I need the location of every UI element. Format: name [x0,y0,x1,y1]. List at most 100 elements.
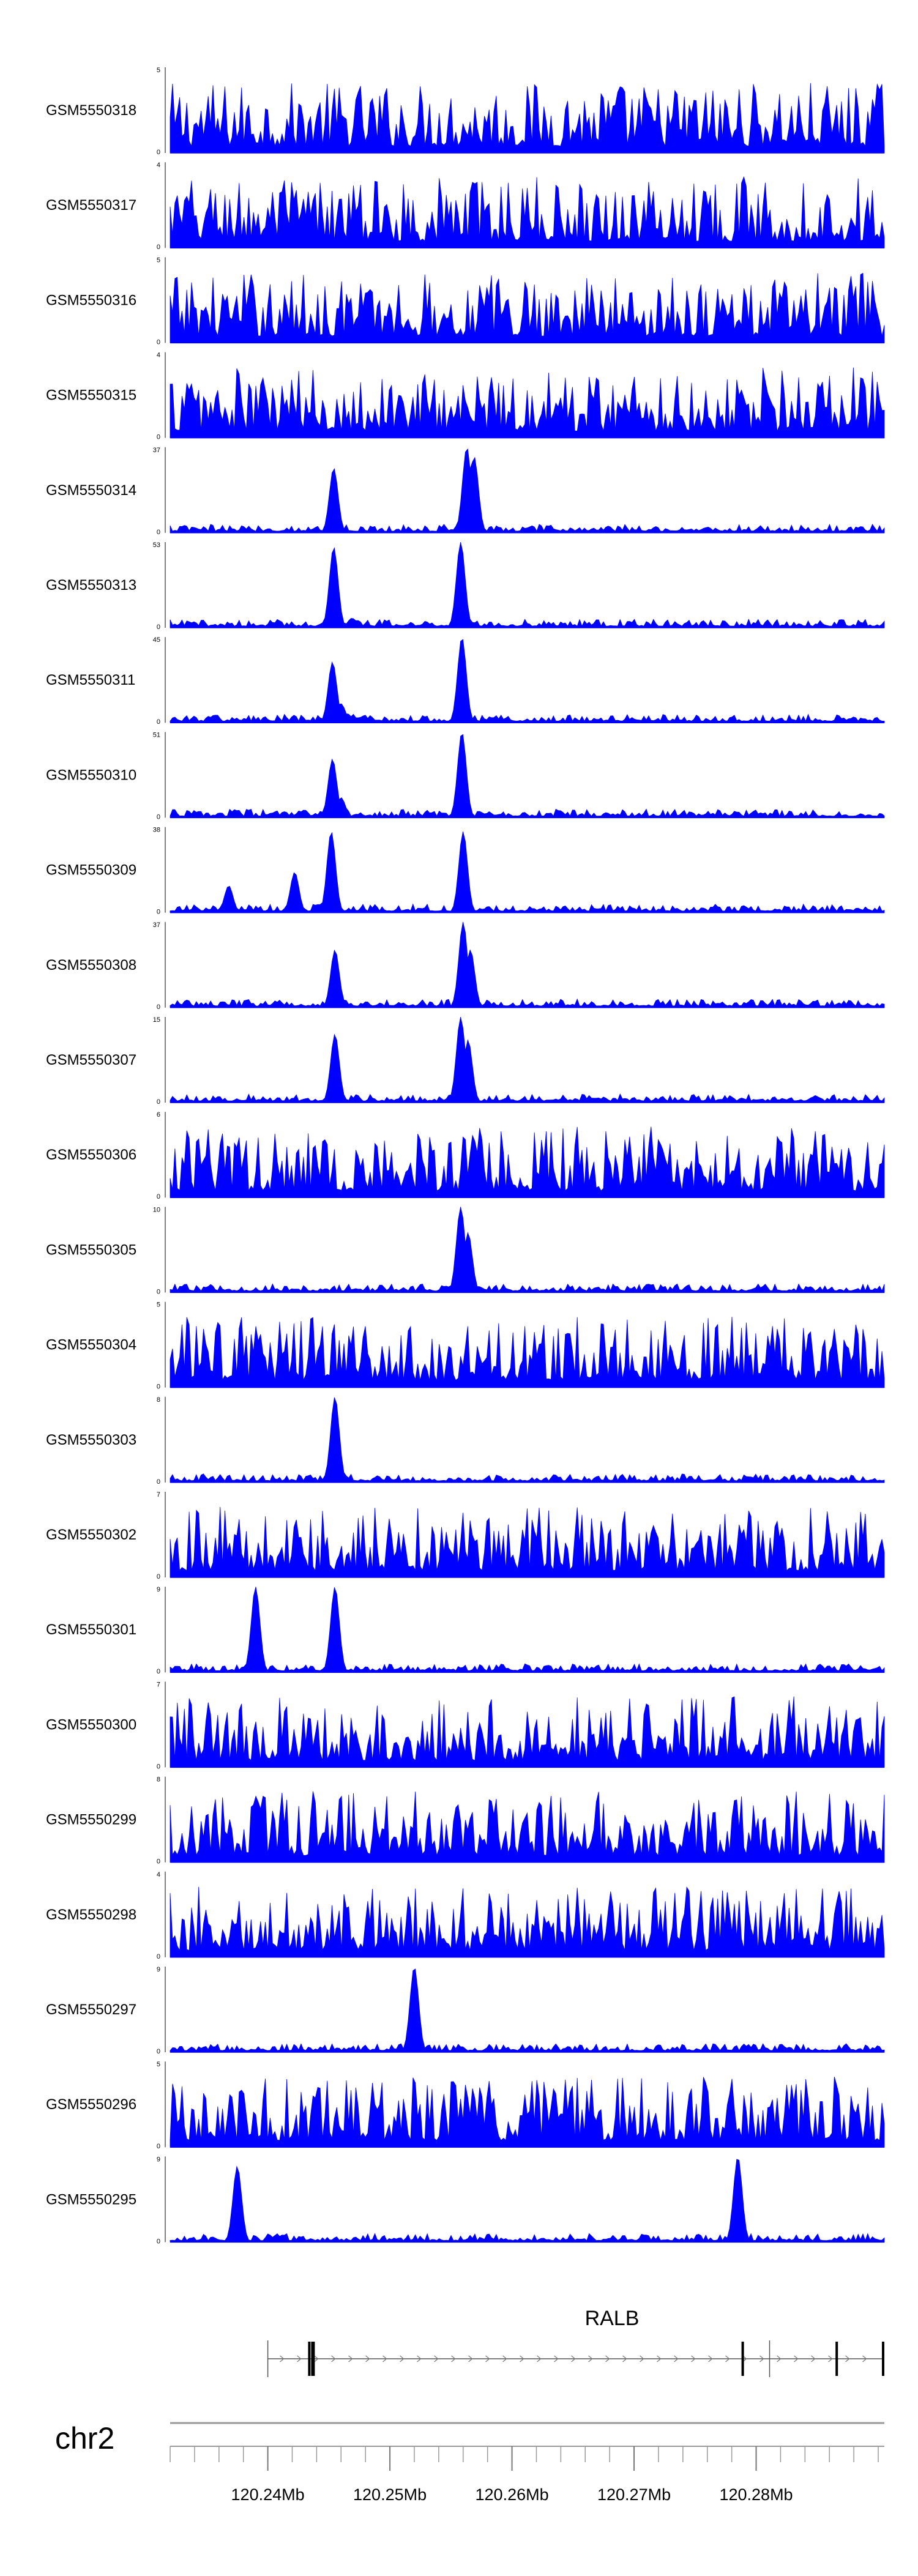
strand-arrow [331,2355,336,2362]
track: GSM5550313 53 0 [46,542,885,631]
track-ymax-label: 5 [157,2061,160,2068]
track-ymin-label: 0 [157,149,160,156]
track-ymin-label: 0 [157,1668,160,1675]
track-ymax-label: 37 [153,447,160,454]
strand-arrow [571,2355,576,2362]
track: GSM5550318 5 0 [46,67,885,156]
track: GSM5550315 4 0 [46,352,885,441]
track-ymax-label: 8 [157,1396,160,1404]
track-signal-area [170,1126,885,1198]
track-label: GSM5550306 [46,1147,136,1163]
track-signal-area [170,1317,885,1388]
strand-arrow [828,2355,833,2362]
track-signal-area [170,542,885,628]
track-ymax-label: 6 [157,1111,160,1119]
track-label: GSM5550302 [46,1527,136,1543]
strand-arrow [657,2355,662,2362]
track: GSM5550317 4 0 [46,162,885,251]
track-label: GSM5550307 [46,1052,136,1068]
track-ymax-label: 4 [157,1871,160,1878]
axis-tick-label: 120.28Mb [719,2485,793,2504]
track-label: GSM5550310 [46,767,136,783]
gene-exon [311,2342,315,2376]
strand-arrow [502,2355,507,2362]
strand-arrow [314,2355,319,2362]
track: GSM5550297 9 0 [46,1966,885,2055]
strand-arrow [640,2355,644,2362]
track-signal-area [170,1696,885,1768]
strand-arrow [400,2355,405,2362]
track-label: GSM5550315 [46,387,136,404]
track-label: GSM5550314 [46,482,136,499]
track-label: GSM5550308 [46,957,136,973]
track-ymax-label: 15 [153,1016,160,1024]
track-ymin-label: 0 [157,1478,160,1486]
strand-arrow [674,2355,679,2362]
track-ymax-label: 7 [157,1681,160,1688]
strand-arrow [794,2355,799,2362]
track-ymin-label: 0 [157,1288,160,1295]
track-ymax-label: 7 [157,1491,160,1498]
axis-tick-label: 120.27Mb [597,2485,671,2504]
track: GSM5550314 37 0 [46,447,885,536]
strand-arrow [485,2355,490,2362]
track-ymax-label: 37 [153,921,160,929]
track: GSM5550309 38 0 [46,827,885,916]
track-ymin-label: 0 [157,529,160,536]
track-ymin-label: 0 [157,338,160,346]
track-ymax-label: 53 [153,542,160,549]
gene-exon [882,2342,885,2376]
track-ymax-label: 4 [157,352,160,359]
gene-track: RALB [267,2307,885,2377]
track-ymin-label: 0 [157,2238,160,2245]
track-signal-area [170,1207,885,1293]
track-label: GSM5550295 [46,2191,136,2208]
track-ymax-label: 9 [157,1966,160,1973]
track-ymax-label: 5 [157,1301,160,1309]
strand-arrow [811,2355,816,2362]
track-label: GSM5550301 [46,1621,136,1638]
track-ymin-label: 0 [157,434,160,441]
track-ymax-label: 4 [157,162,160,169]
strand-arrow [708,2355,713,2362]
track: GSM5550299 8 0 [46,1776,885,1866]
track-signal-area [170,367,885,438]
track-label: GSM5550297 [46,2001,136,2018]
track-ymax-label: 8 [157,1776,160,1784]
track: GSM5550306 6 0 [46,1111,885,1201]
axis-tick-label: 120.26Mb [476,2485,549,2504]
strand-arrow [434,2355,439,2362]
track-ymin-label: 0 [157,1193,160,1201]
track-label: GSM5550298 [46,1907,136,1923]
track-signal-area [170,921,885,1008]
track-signal-area [170,448,885,534]
track: GSM5550308 37 0 [46,921,885,1011]
genome-axis: chr2 120.24Mb 120.25Mb 120.26Mb 120.27Mb 120… [55,2421,884,2504]
track-signal-area [170,1506,885,1578]
track-ymin-label: 0 [157,2143,160,2150]
track-label: GSM5550304 [46,1337,136,1353]
track-signal-area [170,272,885,343]
track: GSM5550303 8 0 [46,1396,885,1486]
strand-arrow [725,2355,730,2362]
track-label: GSM5550311 [46,672,135,688]
gene-name: RALB [585,2307,640,2330]
track-ymin-label: 0 [157,909,160,916]
track-signal-area [170,1397,885,1483]
track-label: GSM5550305 [46,1241,136,1258]
axis-tick-label: 120.25Mb [353,2485,427,2504]
track: GSM5550307 15 0 [46,1016,885,1106]
strand-arrow [382,2355,387,2362]
track: GSM5550311 45 0 [46,636,885,726]
track-signal-area [170,2076,885,2148]
strand-arrow [691,2355,696,2362]
strand-arrow [537,2355,542,2362]
track-label: GSM5550300 [46,1716,136,1733]
strand-arrow [605,2355,610,2362]
track-signal-area [170,1791,885,1863]
track-ymax-label: 5 [157,256,160,264]
strand-arrow [280,2355,285,2362]
axis-ticks: 120.24Mb 120.25Mb 120.26Mb 120.27Mb 120.28Mb [170,2446,884,2504]
track-label: GSM5550313 [46,577,136,594]
track-ymin-label: 0 [157,1763,160,1770]
